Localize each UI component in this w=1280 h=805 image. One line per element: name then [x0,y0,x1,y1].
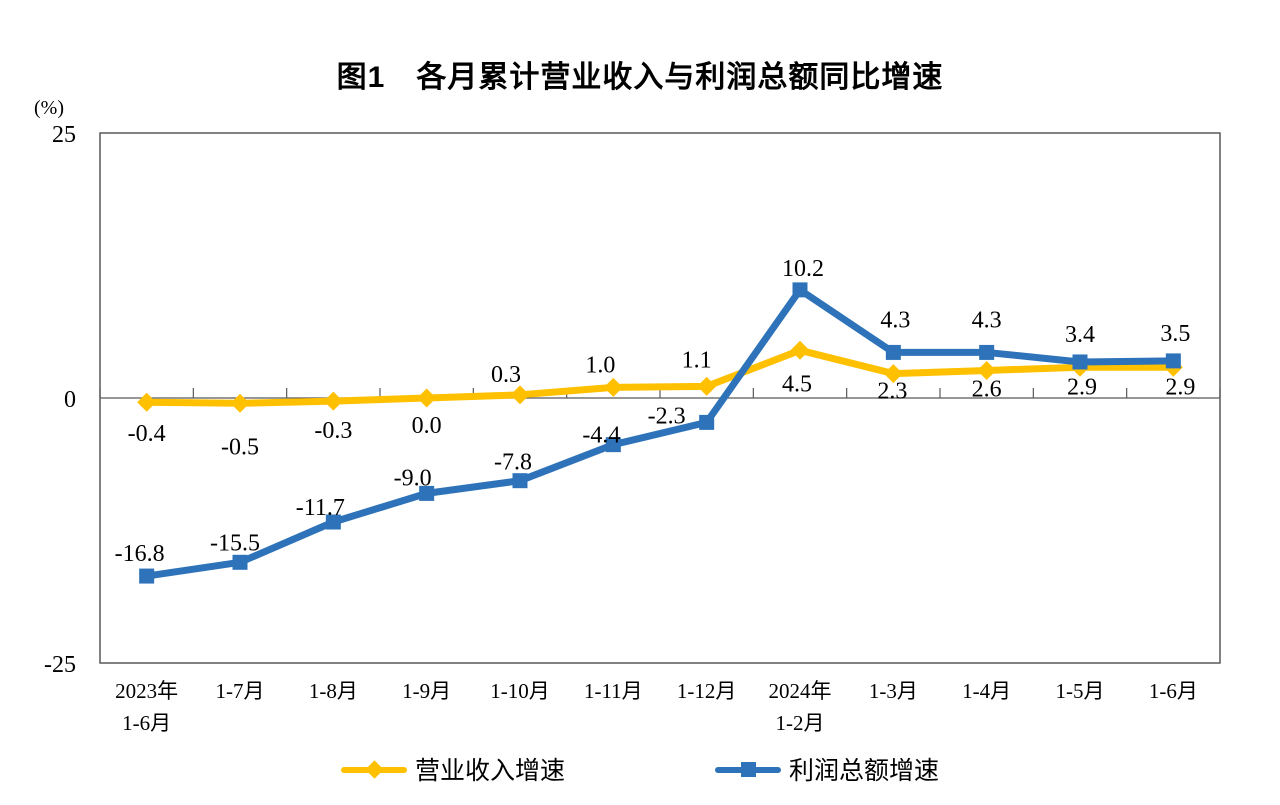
marker-diamond-icon [883,364,903,384]
marker-square-icon [885,344,901,360]
marker-diamond-icon [323,391,343,411]
x-tick-label: 1-8月 [309,679,358,703]
data-label: 2.3 [877,379,907,405]
marker-diamond-icon [417,388,437,408]
data-label: 2.9 [1165,374,1195,400]
data-label: 2.9 [1067,374,1097,400]
data-label: -4.4 [582,423,620,449]
data-label: -16.8 [115,541,165,567]
profit-line-swatch-icon [715,761,781,778]
marker-square-icon [232,554,248,570]
marker-square-icon [792,282,808,298]
data-label: -15.5 [210,530,260,556]
marker-square-icon [139,568,155,584]
legend-label-profit: 利润总额增速 [789,758,940,785]
data-label: 1.0 [585,352,615,378]
data-label: 4.3 [972,307,1002,333]
data-label: 2.6 [972,376,1002,402]
data-label: 0.3 [491,362,521,388]
x-tick-label: 2024年 [769,679,832,703]
data-label: -7.8 [494,450,532,476]
y-tick-label: -25 [44,652,76,678]
marker-diamond-icon [977,360,997,380]
marker-square-icon [419,485,435,501]
marker-diamond-icon [230,393,250,413]
marker-diamond-icon [790,340,810,360]
revenue-line-swatch-icon [340,759,407,779]
legend: 营业收入增速 利润总额增速 [0,751,1280,787]
x-tick-label: 1-5月 [1056,679,1105,703]
marker-diamond-icon [510,385,530,405]
x-tick-label: 1-7月 [216,679,265,703]
data-label: -0.5 [221,434,259,460]
x-tick-label: 2023年 [115,679,178,703]
marker-square-icon [512,473,528,489]
x-tick-label: 1-6月 [1149,679,1198,703]
data-label: 10.2 [782,256,824,282]
x-tick-label: 1-11月 [584,679,643,703]
data-label: -0.3 [314,418,352,444]
data-label: 4.3 [880,307,910,333]
marker-square-icon [979,344,995,360]
legend-item-revenue: 营业收入增速 [340,751,565,787]
marker-square-icon [1165,353,1181,369]
marker-square-icon [605,437,621,453]
data-label: 3.5 [1160,321,1190,347]
legend-item-profit: 利润总额增速 [715,751,939,787]
data-label: 3.4 [1065,322,1095,348]
chart-title: 图1 各月累计营业收入与利润总额同比增速 [336,61,944,94]
marker-square-icon [699,414,715,430]
data-label: -9.0 [394,465,432,491]
y-tick-label: 0 [64,387,76,413]
series-line-diamond [143,346,1177,407]
x-tick-label: 1-2月 [776,711,825,735]
data-label: 1.1 [682,347,712,373]
data-label: 4.5 [782,371,812,397]
marker-square-icon [1072,354,1088,370]
data-label: -11.7 [296,495,345,521]
x-tick-label: 1-12月 [677,679,737,703]
x-tick-label: 1-6月 [122,711,171,735]
x-tick-label: 1-4月 [962,679,1011,703]
series-line-square [143,286,1177,580]
data-label: 0.0 [412,413,442,439]
legend-label-revenue: 营业收入增速 [414,758,565,785]
data-label: -2.3 [648,403,686,429]
marker-diamond-icon [137,392,157,412]
marker-diamond-icon [603,377,623,397]
x-tick-label: 1-10月 [490,679,550,703]
y-axis-unit-label: (%) [34,97,64,119]
data-label: -0.4 [128,421,166,447]
y-tick-label: 25 [52,122,76,148]
x-tick-label: 1-3月 [869,679,918,703]
x-tick-label: 1-9月 [402,679,451,703]
marker-diamond-icon [697,376,717,396]
marker-square-icon [325,514,341,530]
